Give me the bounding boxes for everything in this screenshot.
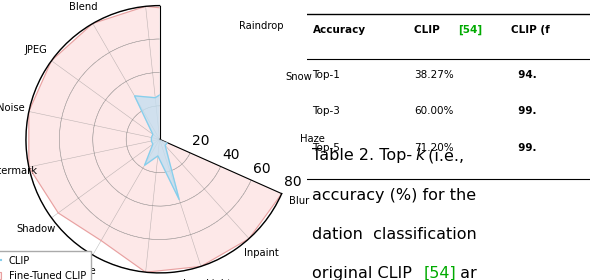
- Text: 60.00%: 60.00%: [414, 106, 454, 116]
- Text: Top-5: Top-5: [313, 143, 340, 153]
- Text: 71.20%: 71.20%: [414, 143, 454, 153]
- Text: Table 2. Top-: Table 2. Top-: [313, 148, 412, 164]
- Text: Top-1: Top-1: [313, 70, 340, 80]
- Text: [54]: [54]: [424, 266, 456, 280]
- Text: CLIP (f: CLIP (f: [511, 25, 549, 35]
- Polygon shape: [29, 6, 293, 272]
- Text: original CLIP: original CLIP: [313, 266, 418, 280]
- Text: Accuracy: Accuracy: [313, 25, 366, 35]
- Text: ar: ar: [455, 266, 477, 280]
- Text: accuracy (%) for the: accuracy (%) for the: [313, 188, 481, 203]
- Text: 94.: 94.: [511, 70, 536, 80]
- Text: 99.: 99.: [511, 143, 536, 153]
- Polygon shape: [135, 84, 179, 200]
- Text: k: k: [415, 148, 425, 164]
- Text: 99.: 99.: [511, 106, 536, 116]
- Text: CLIP: CLIP: [414, 25, 444, 35]
- Text: dation  classification: dation classification: [313, 227, 483, 242]
- Text: [54]: [54]: [458, 25, 483, 36]
- Text: Top-3: Top-3: [313, 106, 340, 116]
- Legend: CLIP, Fine-Tuned CLIP: CLIP, Fine-Tuned CLIP: [0, 251, 91, 280]
- Text: (i.e.,: (i.e.,: [424, 148, 470, 164]
- Text: 38.27%: 38.27%: [414, 70, 454, 80]
